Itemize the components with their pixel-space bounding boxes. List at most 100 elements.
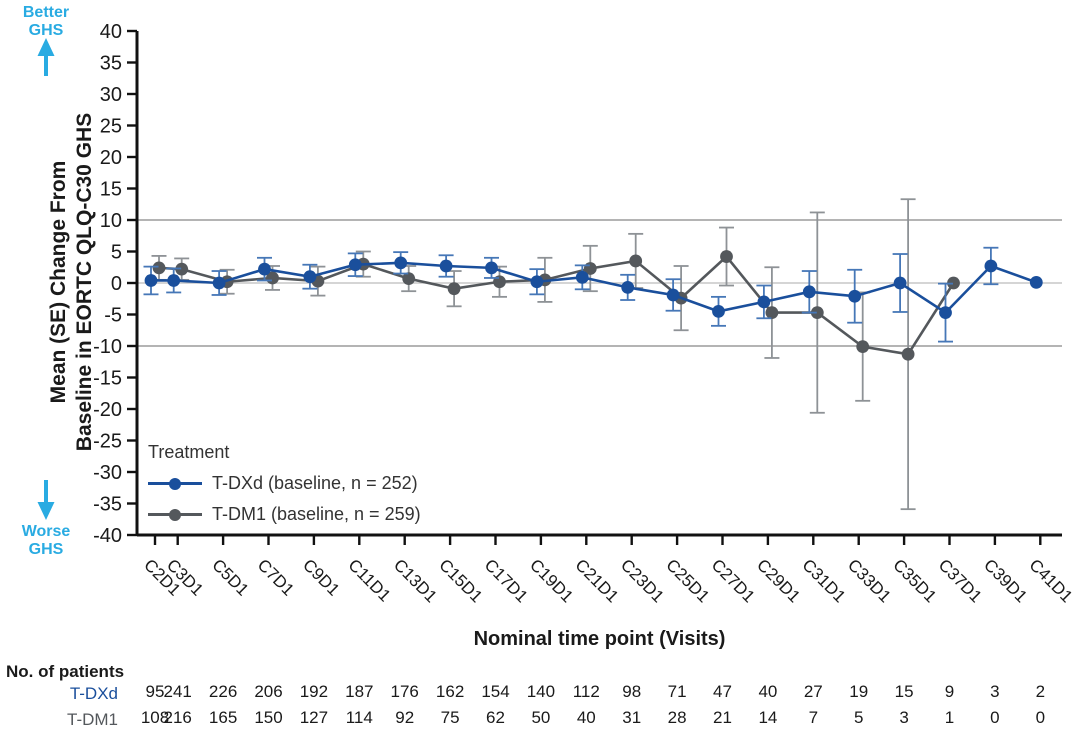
patients-table-header: No. of patients (6, 662, 125, 681)
patient-count-tdxd: 162 (436, 682, 464, 701)
patient-count-tdm1: 40 (577, 708, 596, 727)
data-point-tdxd (144, 274, 158, 287)
x-tick-label: C41D1 (1025, 555, 1076, 606)
patient-count-tdm1: 114 (346, 708, 373, 727)
y-tick-label: -25 (93, 431, 122, 453)
patient-count-tdxd: 2 (1036, 682, 1045, 701)
patient-count-tdm1: 50 (531, 708, 550, 727)
patient-count-tdxd: 241 (164, 682, 192, 701)
patient-count-tdxd: 140 (527, 682, 555, 701)
y-tick-label: -40 (93, 525, 122, 547)
better-ghs-line2: GHS (28, 22, 64, 39)
y-tick-label: -5 (104, 305, 122, 327)
patient-count-tdxd: 71 (668, 682, 687, 701)
x-tick-label: C35D1 (889, 555, 940, 606)
patient-count-tdxd: 187 (345, 682, 373, 701)
x-tick-label: C15D1 (435, 555, 486, 606)
y-tick-label: 10 (100, 210, 122, 232)
patient-count-tdxd: 206 (254, 682, 282, 701)
patients-row-label-tdxd: T-DXd (69, 684, 118, 703)
patient-count-tdxd: 47 (713, 682, 732, 701)
x-tick-label: C5D1 (208, 555, 252, 599)
legend-title: Treatment (148, 442, 230, 462)
x-tick-label: C13D1 (390, 555, 441, 606)
data-point-tdxd (1029, 275, 1043, 289)
y-tick-label: -10 (93, 336, 122, 358)
x-axis-title: Nominal time point (Visits) (473, 628, 726, 650)
y-tick-label: -35 (93, 494, 122, 516)
data-point-tdxd (939, 306, 952, 320)
data-point-tdxd (757, 295, 771, 309)
data-point-tdm1 (947, 276, 960, 290)
x-tick-label: C31D1 (798, 555, 849, 606)
x-tick-label: C17D1 (481, 555, 532, 606)
patient-count-tdxd: 19 (849, 682, 868, 701)
patient-count-tdxd: 15 (895, 682, 914, 701)
patient-count-tdxd: 154 (481, 682, 509, 701)
y-axis-title: Mean (SE) Change From Baseline in EORTC … (46, 82, 98, 482)
patient-count-tdm1: 216 (164, 708, 192, 727)
y-tick-label: 15 (100, 179, 122, 201)
patient-count-tdm1: 0 (990, 708, 999, 727)
x-tick-label: C37D1 (935, 555, 986, 606)
patient-count-tdxd: 176 (391, 682, 419, 701)
better-ghs-arrow-icon (37, 38, 55, 56)
y-tick-label: 40 (100, 21, 122, 43)
data-point-tdm1 (856, 340, 870, 354)
data-point-tdm1 (402, 272, 416, 285)
data-point-tdxd (848, 289, 862, 303)
y-tick-label: 20 (100, 147, 122, 169)
patient-count-tdxd: 192 (300, 682, 328, 701)
x-tick-label: C11D1 (344, 555, 394, 605)
y-axis-title-line1: Mean (SE) Change From (47, 160, 70, 404)
y-axis-title-line2: Baseline in EORTC QLQ-C30 GHS (73, 112, 96, 452)
data-point-tdm1 (765, 306, 779, 320)
x-tick-label: C7D1 (254, 555, 298, 599)
patient-count-tdm1: 62 (486, 708, 505, 727)
x-tick-label: C21D1 (571, 555, 622, 606)
tdxd-line-swatch-icon (148, 477, 202, 491)
x-tick-label: C33D1 (844, 555, 895, 606)
data-point-tdxd (984, 259, 998, 273)
patient-count-tdm1: 75 (441, 708, 460, 727)
patient-count-tdm1: 21 (713, 708, 732, 727)
patient-count-tdm1: 165 (209, 708, 237, 727)
data-point-tdxd (348, 258, 362, 272)
worse-ghs-arrow-icon (37, 502, 55, 520)
legend-item-tdm1: T-DM1 (baseline, n = 259) (148, 499, 421, 530)
y-tick-label: 5 (111, 242, 122, 264)
x-tick-label: C39D1 (980, 555, 1031, 606)
patient-count-tdxd: 9 (945, 682, 954, 701)
y-tick-label: 25 (100, 116, 122, 138)
data-point-tdm1 (901, 347, 915, 361)
worse-ghs-line1: Worse (21, 523, 71, 540)
x-tick-label: C27D1 (708, 555, 759, 606)
data-point-tdxd (258, 262, 271, 276)
patient-count-tdxd: 95 (146, 682, 165, 701)
patient-count-tdm1: 14 (758, 708, 777, 727)
patient-count-tdm1: 5 (854, 708, 863, 727)
patient-count-tdm1: 108 (141, 708, 169, 727)
patient-count-tdm1: 0 (1036, 708, 1045, 727)
data-point-tdm1 (810, 306, 824, 320)
data-point-tdxd (802, 285, 816, 299)
data-point-tdxd (167, 274, 181, 287)
y-tick-label: 35 (100, 53, 122, 75)
x-tick-label: C29D1 (753, 555, 804, 606)
x-tick-label: C23D1 (617, 555, 668, 606)
patient-count-tdm1: 1 (945, 708, 954, 727)
data-point-tdxd (712, 304, 725, 318)
patient-count-tdm1: 28 (668, 708, 687, 727)
patient-count-tdxd: 98 (622, 682, 641, 701)
y-tick-label: -20 (93, 399, 122, 421)
y-tick-label: -15 (93, 368, 122, 390)
x-tick-label: C25D1 (662, 555, 713, 606)
x-tick-label: C19D1 (526, 555, 577, 606)
tdm1-line-swatch-icon (148, 508, 202, 522)
legend-item-tdxd: T-DXd (baseline, n = 252) (148, 468, 421, 499)
patient-count-tdxd: 40 (758, 682, 777, 701)
y-tick-label: 0 (111, 273, 122, 295)
data-point-tdxd (439, 259, 453, 273)
